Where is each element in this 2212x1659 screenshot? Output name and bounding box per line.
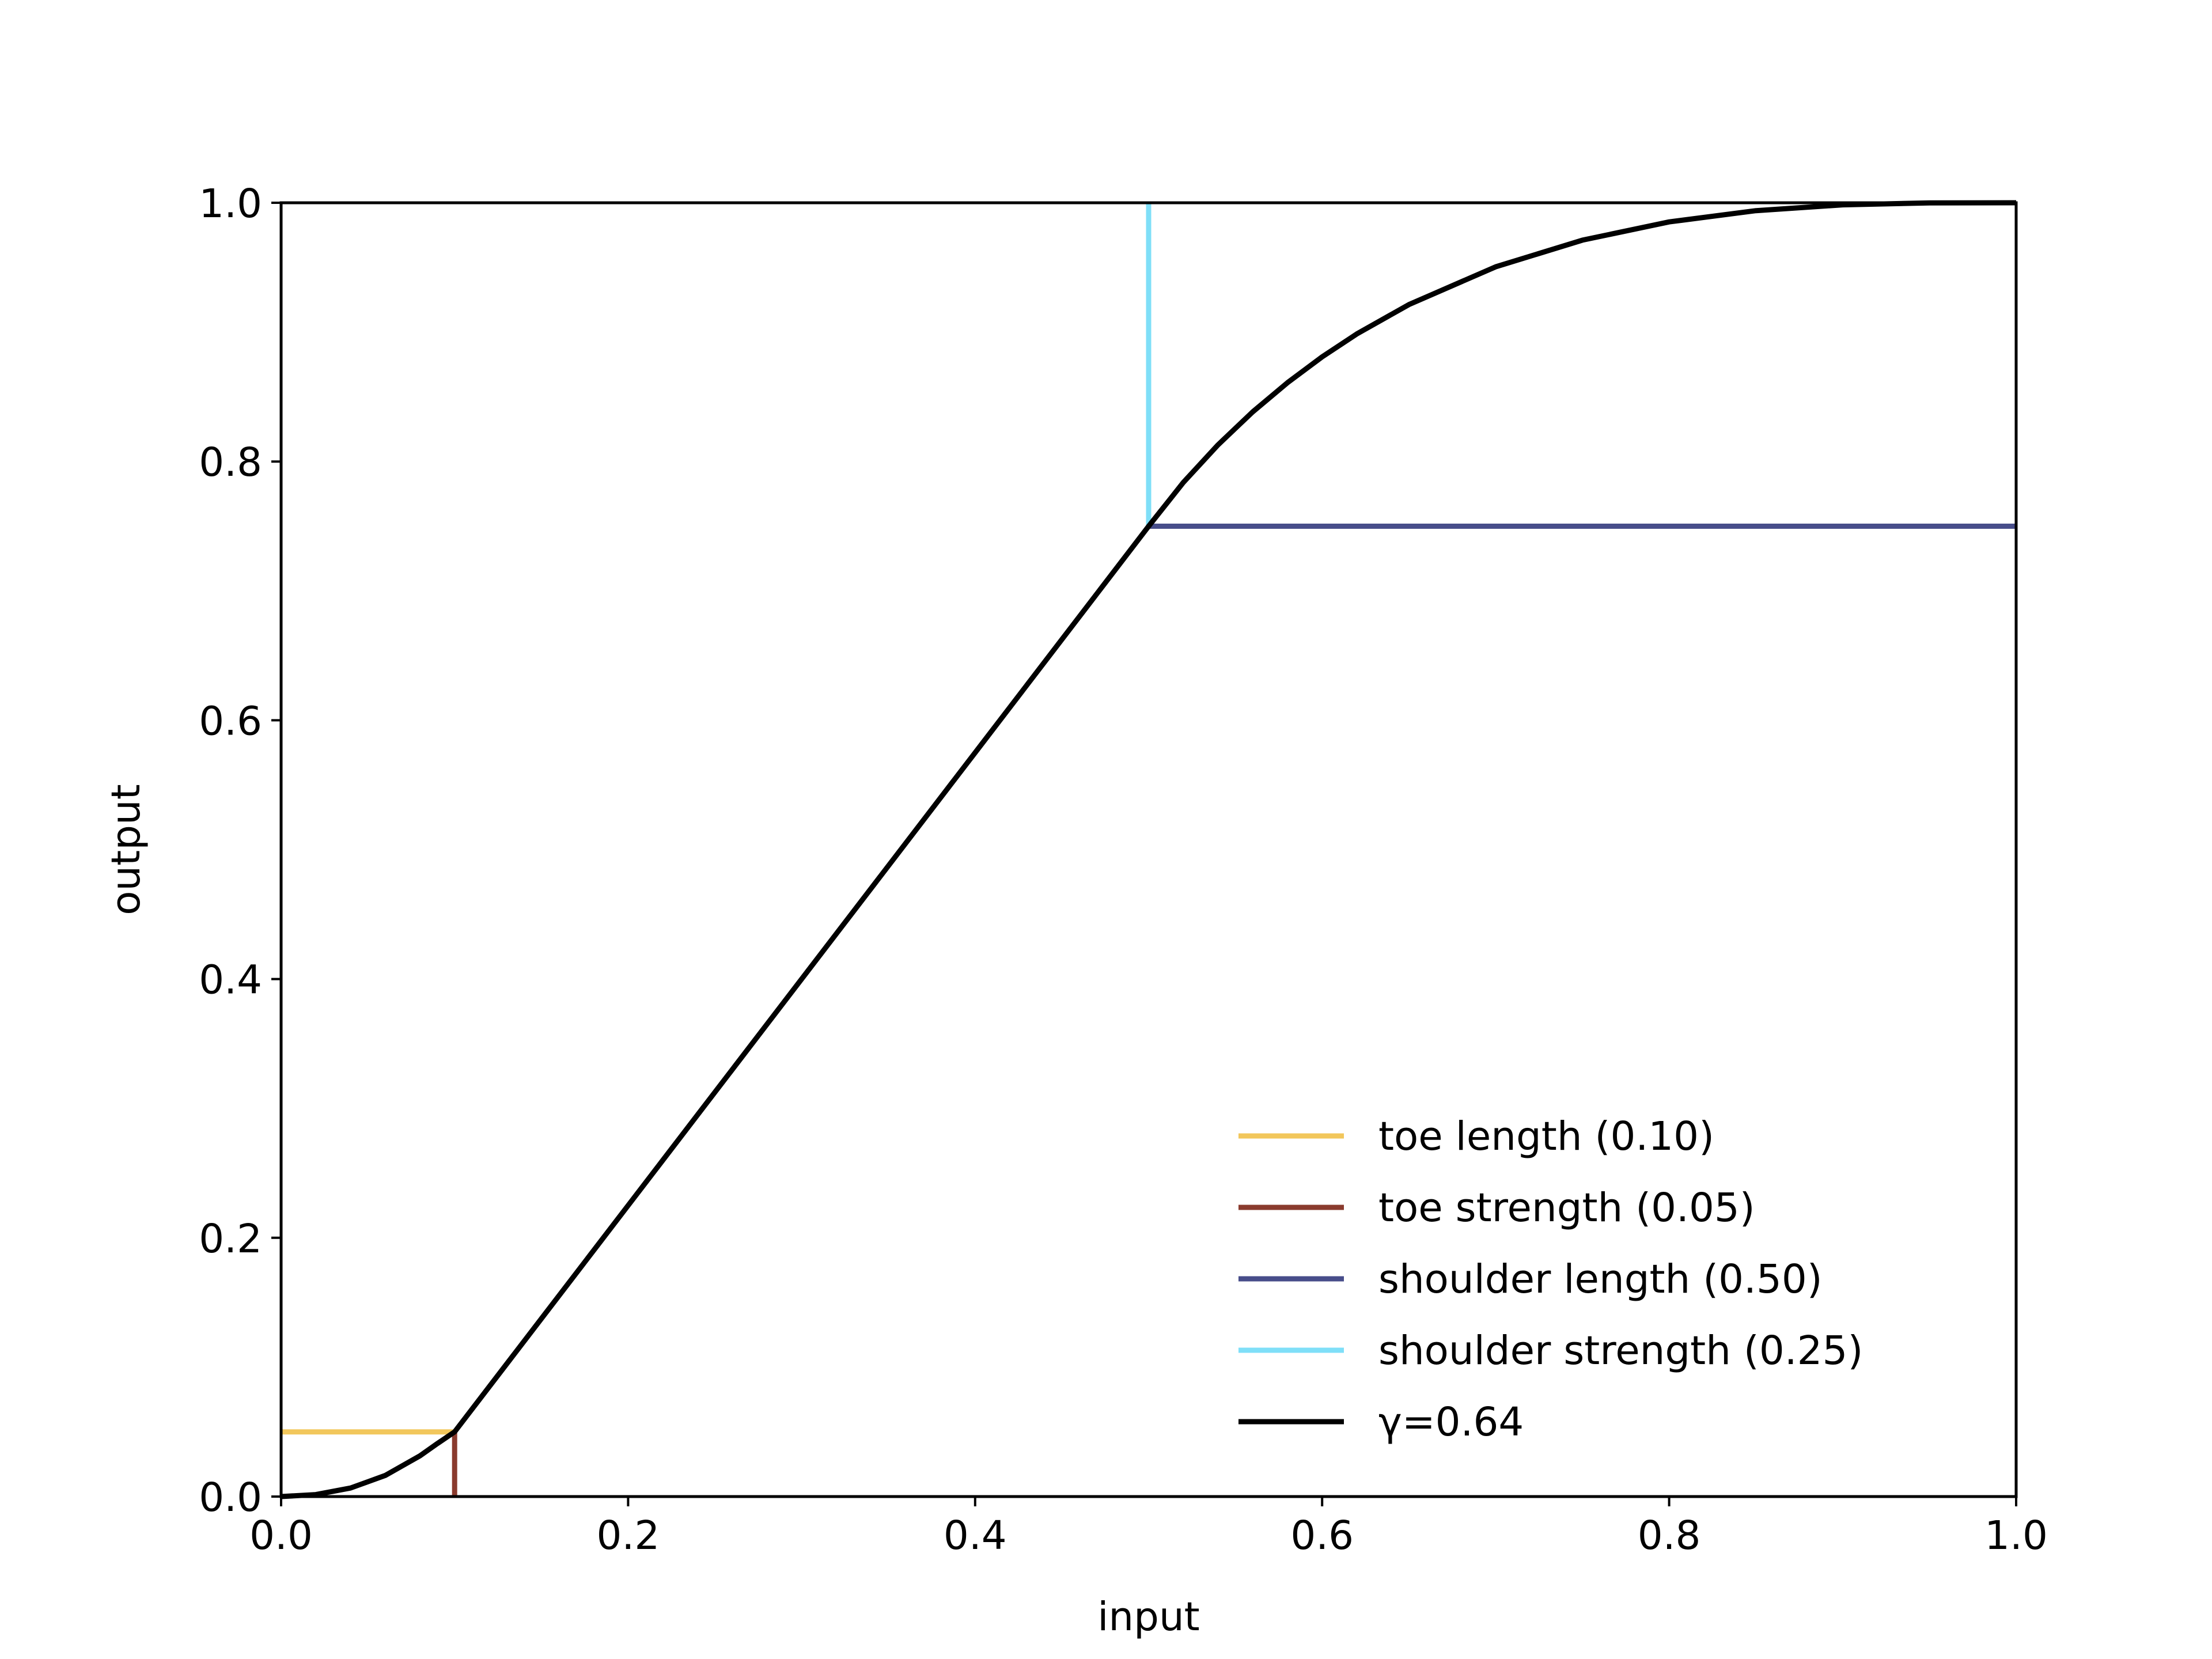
ticks-layer: 0.0 0.2 0.4 0.6 0.8 1.0 0.0 0.2 0.4 0.6 0.8 1.0 bbox=[199, 181, 2048, 1559]
x-axis-label: input bbox=[1097, 1594, 1200, 1640]
y-tick-label: 0.2 bbox=[199, 1216, 262, 1262]
y-axis-label: output bbox=[103, 784, 149, 915]
legend: toe length (0.10) toe strength (0.05) shou… bbox=[1238, 1113, 1863, 1445]
x-tick-label: 0.8 bbox=[1638, 1513, 1701, 1559]
x-tick-label: 1.0 bbox=[1984, 1513, 2048, 1559]
legend-label-4: shoulder strength (0.25) bbox=[1378, 1328, 1863, 1374]
legend-label-1: toe length (0.10) bbox=[1378, 1113, 1714, 1160]
y-tick-label: 1.0 bbox=[199, 181, 262, 227]
y-tick-label: 0.6 bbox=[199, 698, 262, 744]
y-tick-label: 0.8 bbox=[199, 440, 262, 486]
plot-frame bbox=[279, 201, 2018, 1498]
x-tick-label: 0.6 bbox=[1290, 1513, 1354, 1559]
x-tick-label: 0.4 bbox=[944, 1513, 1007, 1559]
legend-label-3: shoulder length (0.50) bbox=[1378, 1256, 1823, 1302]
series-layer bbox=[281, 200, 2017, 1499]
y-tick-label: 0.4 bbox=[199, 957, 262, 1003]
legend-label-5: γ=0.64 bbox=[1378, 1399, 1524, 1445]
x-tick-label: 0.0 bbox=[249, 1513, 313, 1559]
legend-label-2: toe strength (0.05) bbox=[1378, 1185, 1755, 1231]
series-line-5 bbox=[281, 200, 2017, 1499]
x-tick-label: 0.2 bbox=[597, 1513, 660, 1559]
y-tick-label: 0.0 bbox=[199, 1475, 262, 1521]
